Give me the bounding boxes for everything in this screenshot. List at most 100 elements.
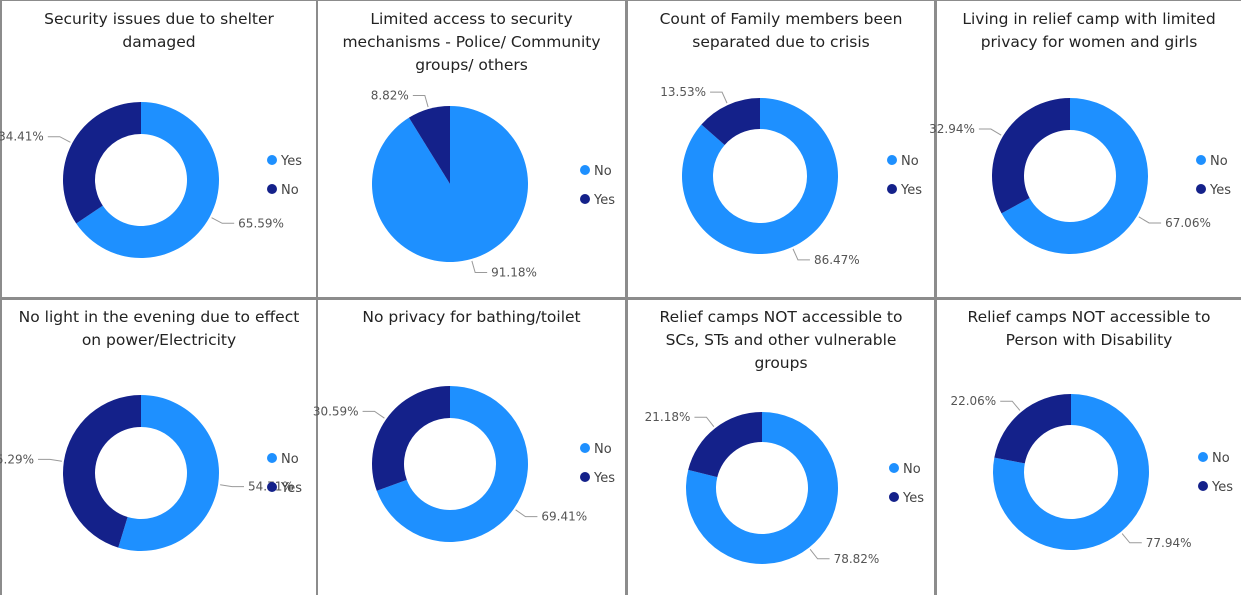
legend-marker bbox=[267, 482, 277, 492]
legend-item-yes[interactable]: Yes bbox=[267, 481, 302, 496]
legend-label: Yes bbox=[1209, 183, 1231, 198]
chart-title-line: No light in the evening due to effect bbox=[19, 308, 300, 326]
legend-label: Yes bbox=[280, 481, 302, 496]
chart-title-line: separated due to crisis bbox=[692, 33, 869, 51]
legend-label: No bbox=[594, 164, 612, 179]
data-label: 69.41% bbox=[541, 510, 587, 524]
slice-yes[interactable] bbox=[408, 106, 450, 184]
legend-item-no[interactable]: No bbox=[267, 452, 299, 467]
legend-item-no[interactable]: No bbox=[1198, 451, 1230, 466]
slice-yes[interactable] bbox=[994, 394, 1071, 464]
legend-item-yes[interactable]: Yes bbox=[267, 154, 302, 169]
legend-label: No bbox=[281, 452, 299, 467]
slice-yes[interactable] bbox=[63, 395, 141, 548]
slice-no[interactable] bbox=[62, 102, 141, 224]
legend-label: No bbox=[1210, 154, 1228, 169]
chart-title-line: on power/Electricity bbox=[82, 331, 236, 349]
chart-title-line: No privacy for bathing/toilet bbox=[362, 308, 580, 326]
legend-marker bbox=[887, 155, 897, 165]
data-label: 21.18% bbox=[645, 410, 691, 424]
chart-panel-2: Limited access to security mechanisms - P… bbox=[342, 10, 615, 279]
chart-title: No privacy for bathing/toilet bbox=[362, 308, 580, 326]
legend-marker bbox=[1196, 155, 1206, 165]
leader-line bbox=[211, 217, 235, 224]
data-label: 77.94% bbox=[1146, 536, 1192, 550]
legend-item-yes[interactable]: Yes bbox=[887, 183, 922, 198]
data-label: 22.06% bbox=[950, 394, 996, 408]
slice-no[interactable] bbox=[376, 386, 528, 542]
legend-marker bbox=[889, 492, 899, 502]
chart-title-line: Relief camps NOT accessible to bbox=[660, 308, 903, 326]
leader-line bbox=[694, 416, 715, 427]
legend-item-no[interactable]: No bbox=[889, 462, 921, 477]
leader-line bbox=[471, 260, 488, 273]
leader-line bbox=[515, 509, 538, 518]
panel-divider bbox=[0, 297, 1241, 300]
leader-line bbox=[362, 410, 385, 419]
legend-item-yes[interactable]: Yes bbox=[1196, 183, 1231, 198]
chart-title-line: mechanisms - Police/ Community bbox=[342, 33, 600, 51]
data-label: 8.82% bbox=[371, 89, 409, 103]
slice-yes[interactable] bbox=[688, 412, 762, 478]
chart-title-line: Count of Family members been bbox=[660, 10, 903, 28]
slice-yes[interactable] bbox=[371, 386, 450, 491]
chart-title: Living in relief camp with limited privac… bbox=[962, 10, 1215, 51]
legend-marker bbox=[267, 155, 277, 165]
legend-label: Yes bbox=[900, 183, 922, 198]
legend-label: Yes bbox=[280, 154, 302, 169]
legend-marker bbox=[887, 184, 897, 194]
slice-no[interactable] bbox=[993, 394, 1149, 550]
chart-panel-5: No light in the evening due to effect on … bbox=[0, 308, 302, 551]
legend-marker bbox=[267, 184, 277, 194]
leader-line bbox=[792, 248, 810, 261]
data-label: 32.94% bbox=[929, 122, 975, 136]
slice-no[interactable] bbox=[686, 411, 838, 564]
chart-title: Count of Family members been separated du… bbox=[660, 10, 903, 51]
chart-panel-1: Security issues due to shelter damaged 65.… bbox=[0, 10, 302, 258]
legend-label: No bbox=[1212, 451, 1230, 466]
legend-marker bbox=[1198, 452, 1208, 462]
slice-yes[interactable] bbox=[992, 98, 1070, 214]
legend-label: Yes bbox=[902, 491, 924, 506]
slice-yes[interactable] bbox=[701, 98, 760, 145]
slice-yes[interactable] bbox=[76, 102, 220, 258]
legend-label: Yes bbox=[593, 193, 615, 208]
chart-panel-8: Relief camps NOT accessible to Person wit… bbox=[950, 308, 1233, 550]
legend-item-no[interactable]: No bbox=[580, 164, 612, 179]
chart-title-line: groups/ others bbox=[415, 56, 528, 74]
legend-item-yes[interactable]: Yes bbox=[889, 491, 924, 506]
chart-panel-3: Count of Family members been separated du… bbox=[660, 10, 923, 267]
data-label: 30.59% bbox=[313, 404, 359, 418]
chart-title-line: Living in relief camp with limited bbox=[962, 10, 1215, 28]
slice-no[interactable] bbox=[118, 395, 220, 551]
legend-item-no[interactable]: No bbox=[267, 183, 299, 198]
legend-marker bbox=[889, 463, 899, 473]
legend-marker bbox=[1196, 184, 1206, 194]
data-label: 67.06% bbox=[1165, 216, 1211, 230]
chart-title: Relief camps NOT accessible to Person wit… bbox=[968, 308, 1211, 349]
slice-no[interactable] bbox=[682, 98, 839, 254]
legend-item-yes[interactable]: Yes bbox=[1198, 480, 1233, 495]
data-label: 86.47% bbox=[814, 253, 860, 267]
legend-marker bbox=[580, 443, 590, 453]
data-label: 13.53% bbox=[660, 85, 706, 99]
legend-item-yes[interactable]: Yes bbox=[580, 471, 615, 486]
data-label: 78.82% bbox=[834, 552, 880, 566]
legend-item-yes[interactable]: Yes bbox=[580, 193, 615, 208]
legend-item-no[interactable]: No bbox=[580, 442, 612, 457]
slice-no[interactable] bbox=[1001, 98, 1149, 254]
chart-title-line: Security issues due to shelter bbox=[44, 10, 274, 28]
legend-item-no[interactable]: No bbox=[887, 154, 919, 169]
chart-title: No light in the evening due to effect on … bbox=[19, 308, 300, 349]
data-label: 91.18% bbox=[491, 265, 537, 279]
legend-item-no[interactable]: No bbox=[1196, 154, 1228, 169]
chart-title-line: Person with Disability bbox=[1006, 331, 1173, 349]
leader-line bbox=[710, 91, 728, 104]
leader-line bbox=[412, 95, 429, 108]
legend-label: No bbox=[903, 462, 921, 477]
chart-title-line: Limited access to security bbox=[370, 10, 572, 28]
chart-title-line: damaged bbox=[122, 33, 195, 51]
legend-marker bbox=[580, 194, 590, 204]
